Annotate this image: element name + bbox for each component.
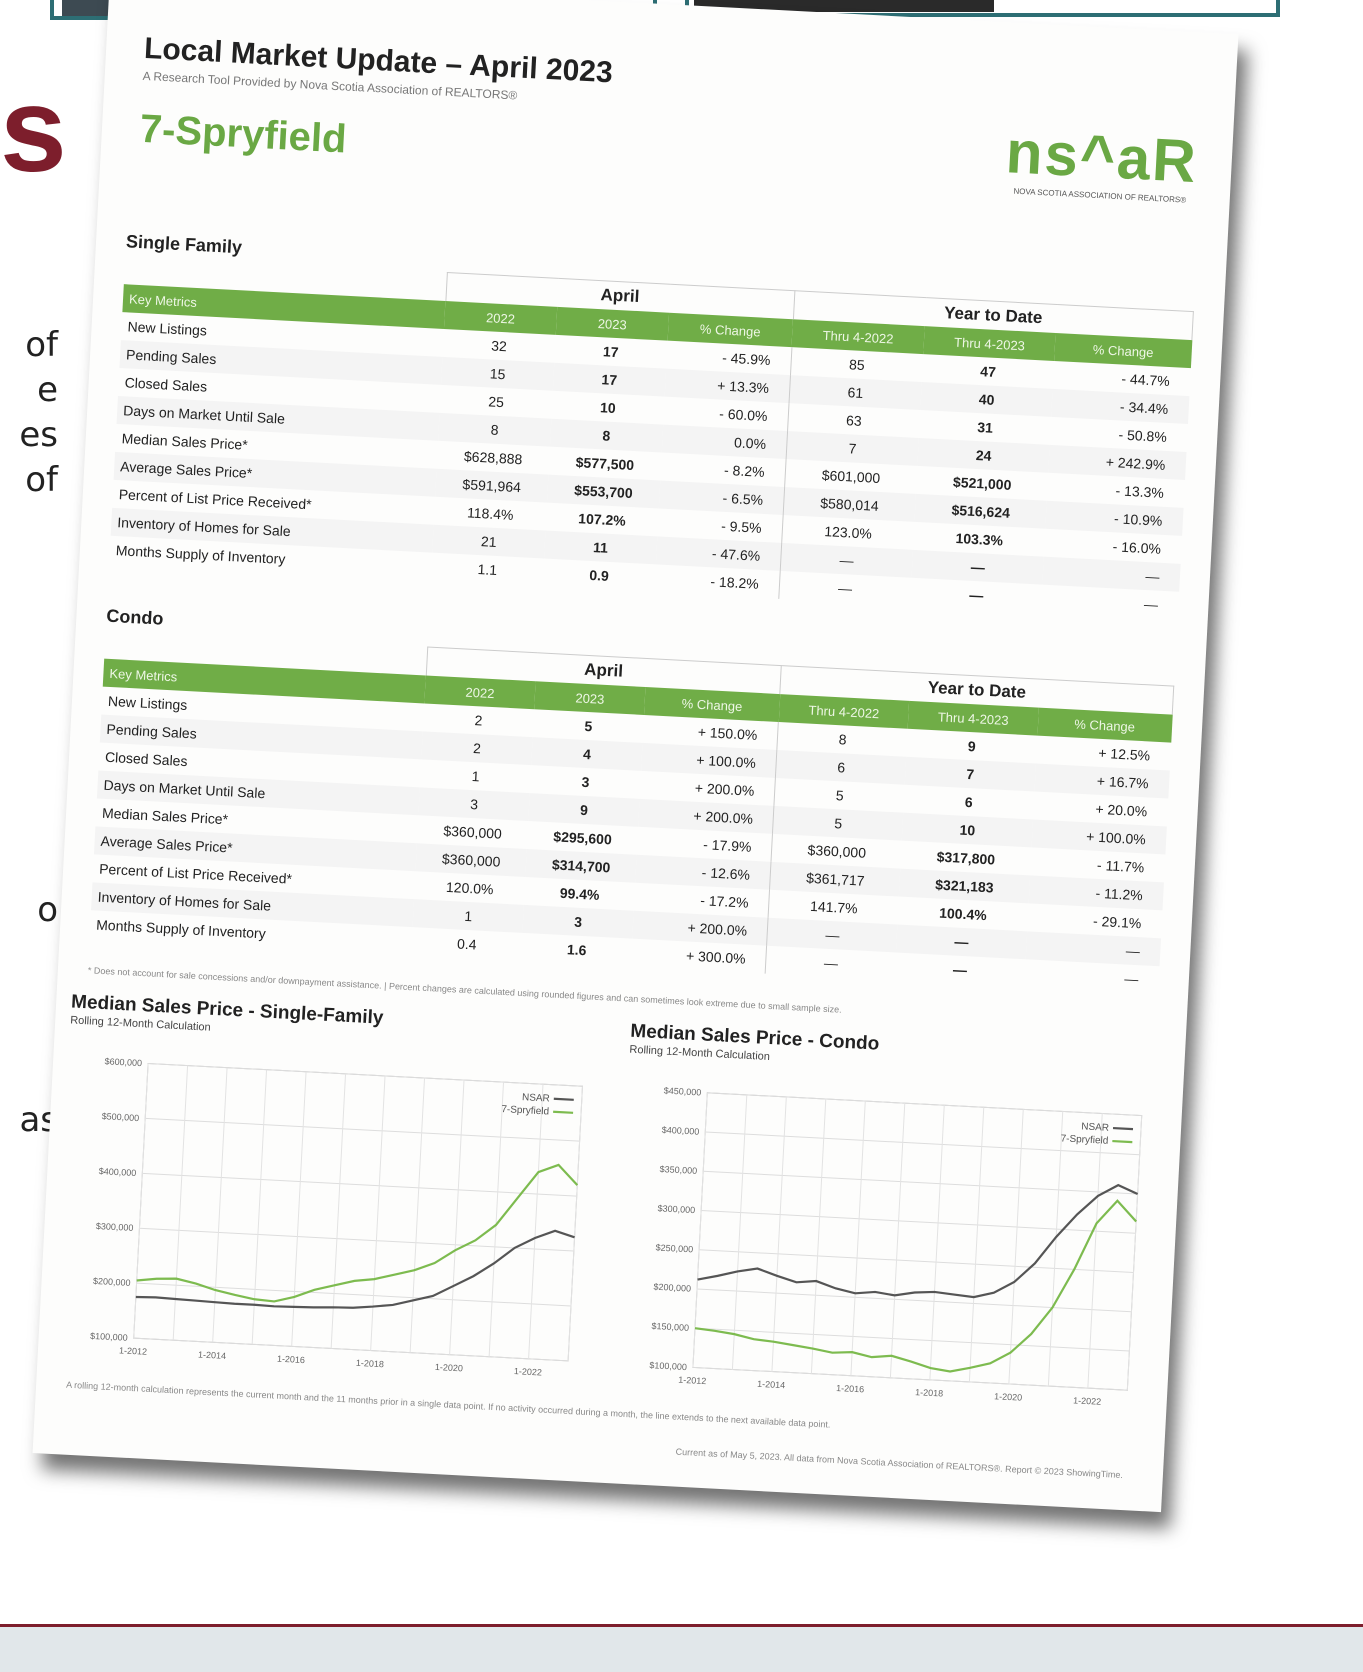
text-fragment: of [0, 325, 58, 365]
vertical-grid-line [851, 1101, 865, 1376]
chart: Median Sales Price - Single-FamilyRollin… [47, 989, 606, 1402]
y-tick-label: $300,000 [657, 1203, 695, 1215]
metric-value: 0.4 [411, 927, 522, 961]
y-tick-label: $350,000 [659, 1164, 697, 1176]
y-tick-label: $400,000 [99, 1166, 137, 1178]
legend-swatch [1113, 1128, 1133, 1129]
x-tick-label: 1-2020 [435, 1362, 464, 1373]
x-tick-label: 1-2022 [514, 1366, 543, 1377]
vertical-grid-line [529, 1084, 543, 1359]
series-line [693, 1179, 1137, 1381]
grid-line [703, 1171, 1137, 1194]
metric-value: — [1024, 959, 1159, 994]
vertical-grid-line [371, 1076, 385, 1351]
text-fragment: es [0, 415, 58, 455]
grid-line [139, 1228, 573, 1251]
heading-fragment: s [0, 70, 60, 190]
x-tick-label: 1-2022 [1073, 1395, 1102, 1406]
series-line [136, 1143, 578, 1317]
text-fragment: of [0, 460, 58, 500]
metric-value: 1.6 [521, 933, 632, 967]
y-tick-label: $450,000 [664, 1086, 702, 1098]
series-line [136, 1209, 575, 1322]
y-tick-label: $150,000 [651, 1321, 689, 1333]
y-tick-label: $100,000 [649, 1360, 687, 1372]
x-tick-label: 1-2016 [277, 1354, 306, 1365]
y-tick-label: $500,000 [101, 1111, 139, 1123]
page: {"background": {"heading_fragment": "s",… [0, 0, 1363, 1669]
vertical-grid-line [772, 1097, 786, 1372]
logo-mark: ns^aR [1000, 122, 1203, 192]
y-tick-label: $400,000 [662, 1125, 700, 1137]
grid-line [707, 1093, 1141, 1116]
vertical-grid-line [969, 1107, 983, 1382]
x-tick-label: 1-2018 [915, 1387, 944, 1398]
vertical-grid-line [1088, 1113, 1102, 1388]
metric-value: — [1041, 585, 1178, 620]
legend-label: NSAR [522, 1092, 550, 1104]
vertical-grid-line [568, 1086, 582, 1361]
y-tick-label: $200,000 [653, 1282, 691, 1294]
metric-value: - 18.2% [654, 564, 780, 598]
legend-label: NSAR [1081, 1121, 1109, 1133]
y-tick-label: $200,000 [93, 1276, 131, 1288]
vertical-grid-line [410, 1078, 424, 1353]
x-tick-label: 1-2012 [678, 1375, 707, 1386]
vertical-grid-line [811, 1099, 825, 1374]
metric-value: — [910, 578, 1043, 613]
y-tick-label: $300,000 [96, 1221, 134, 1233]
vertical-grid-line [292, 1072, 306, 1347]
metric-value: + 300.0% [631, 939, 767, 974]
vertical-grid-line [890, 1103, 904, 1378]
legend-swatch [553, 1112, 573, 1113]
credit: Current as of May 5, 2023. All data from… [675, 1447, 1123, 1480]
x-tick-label: 1-2014 [757, 1379, 786, 1390]
area-name: 7-Spryfield [139, 107, 348, 163]
metric-value: — [778, 571, 911, 606]
legend-swatch [1112, 1141, 1132, 1142]
text-fragment: e [0, 370, 58, 410]
vertical-grid-line [1048, 1111, 1062, 1386]
vertical-grid-line [930, 1105, 944, 1380]
x-tick-label: 1-2016 [836, 1383, 865, 1394]
metric-value: 0.9 [542, 559, 655, 593]
vertical-grid-line [213, 1068, 227, 1343]
logo: ns^aR NOVA SCOTIA ASSOCIATION OF REALTOR… [1000, 122, 1204, 205]
series-line [697, 1163, 1138, 1307]
grid-line [148, 1063, 582, 1086]
x-tick-label: 1-2020 [994, 1391, 1023, 1402]
metric-value: 1.1 [431, 553, 544, 587]
vertical-grid-line [450, 1080, 464, 1355]
grid-line [142, 1173, 576, 1196]
market-report: Local Market Update – April 2023 A Resea… [33, 0, 1239, 1512]
y-tick-label: $600,000 [104, 1056, 142, 1068]
grid-line [145, 1118, 579, 1141]
text-fragment: o [0, 890, 58, 930]
legend-label: 7-Spryfield [1060, 1133, 1108, 1146]
grid-line [699, 1250, 1133, 1273]
x-tick-label: 1-2012 [119, 1345, 148, 1356]
y-tick-label: $250,000 [655, 1242, 693, 1254]
legend-label: 7-Spryfield [501, 1104, 549, 1117]
bottom-strip [0, 1624, 1363, 1672]
x-tick-label: 1-2018 [356, 1358, 385, 1369]
legend-swatch [554, 1099, 574, 1100]
x-tick-label: 1-2014 [198, 1350, 227, 1361]
y-tick-label: $100,000 [90, 1331, 128, 1343]
vertical-grid-line [732, 1095, 746, 1370]
vertical-grid-line [1127, 1116, 1141, 1391]
metric-value: — [895, 952, 1026, 987]
vertical-grid-line [252, 1070, 266, 1345]
metric-value: — [765, 946, 896, 981]
